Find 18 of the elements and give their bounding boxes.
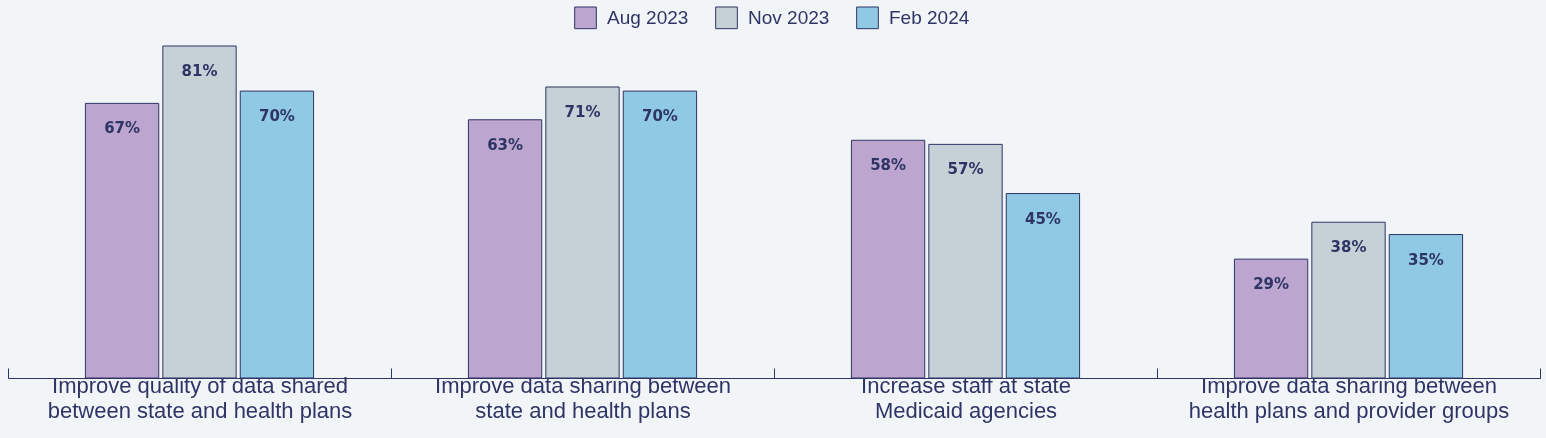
data-label: 35% xyxy=(1407,250,1444,269)
data-label: 57% xyxy=(947,160,984,179)
legend-label: Feb 2024 xyxy=(889,6,970,28)
x-tick-label: Improve data sharing between state and health plans xyxy=(435,372,731,423)
legend-label: Aug 2023 xyxy=(607,6,689,28)
data-label: 81% xyxy=(181,62,218,80)
data-label: 58% xyxy=(870,156,907,175)
data-label: 70% xyxy=(258,107,295,126)
data-label: 38% xyxy=(1330,238,1367,257)
data-label: 63% xyxy=(487,135,524,154)
data-label: 67% xyxy=(104,119,141,138)
data-label: 45% xyxy=(1024,209,1061,228)
legend-label: Nov 2023 xyxy=(748,6,830,28)
data-label: 70% xyxy=(641,107,678,126)
data-label: 71% xyxy=(564,102,601,121)
x-tick-label: Improve data sharing between health plans and provider groups xyxy=(1188,372,1510,423)
x-tick-label: Increase staff at state Medicaid agencies xyxy=(861,372,1071,423)
data-label: 29% xyxy=(1253,275,1290,294)
